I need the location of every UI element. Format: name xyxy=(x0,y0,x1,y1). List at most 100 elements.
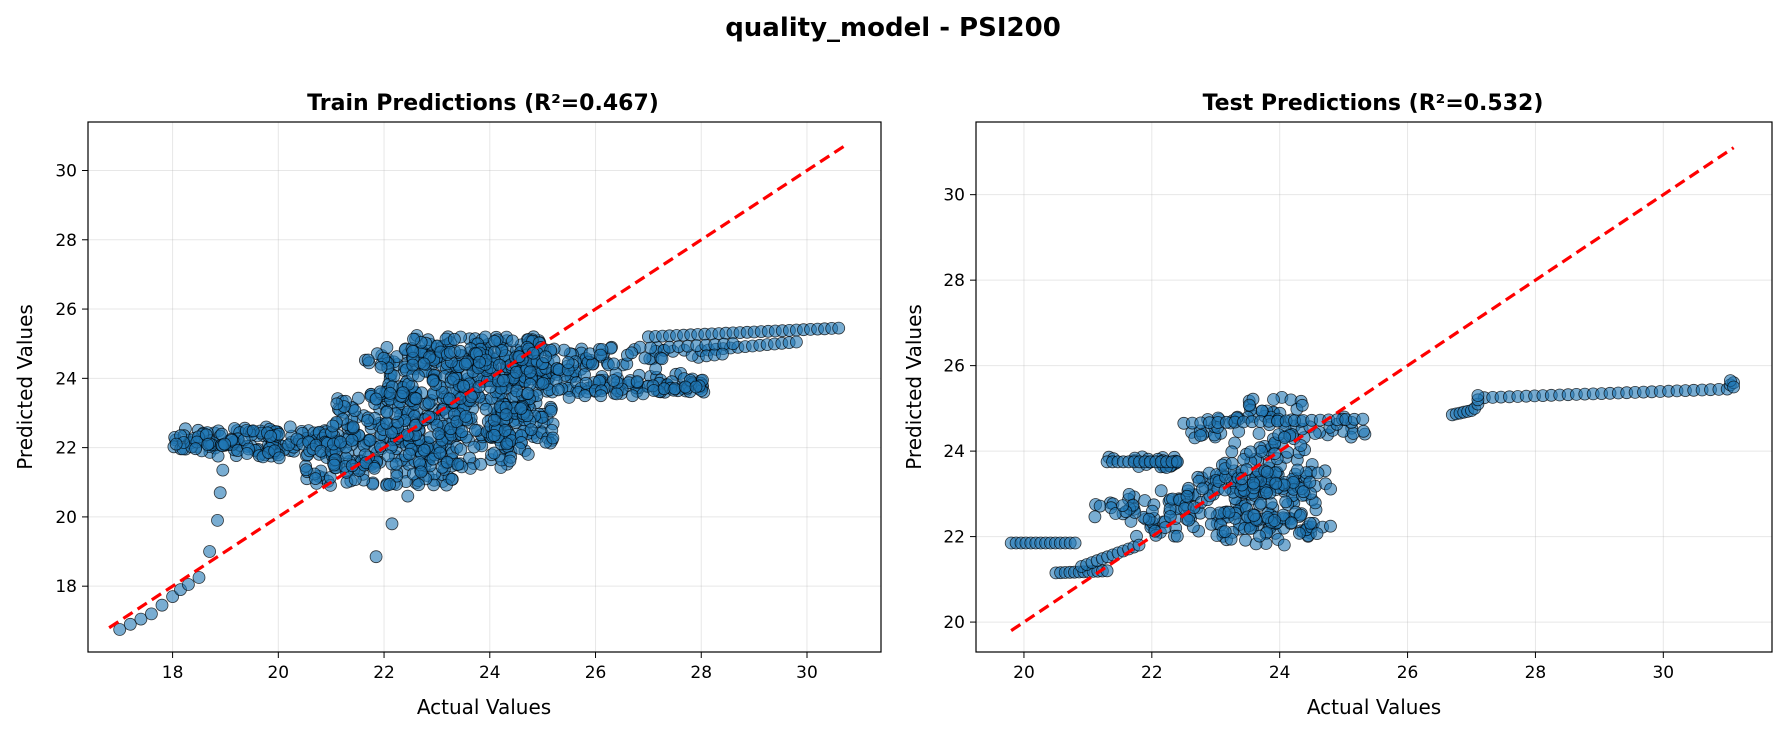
train-data-point xyxy=(467,440,481,454)
train-data-point xyxy=(369,550,383,564)
train-data-point xyxy=(218,437,232,451)
test-x-tick-label: 22 xyxy=(1141,663,1163,683)
train-data-point xyxy=(211,514,224,527)
test-data-point xyxy=(1260,486,1273,500)
train-data-point xyxy=(240,447,254,460)
test-data-point xyxy=(1068,536,1082,550)
train-data-point xyxy=(607,357,621,371)
test-data-point xyxy=(1116,499,1129,513)
train-x-tick-label: 18 xyxy=(162,663,184,683)
train-data-point xyxy=(113,623,127,636)
train-data-point xyxy=(513,441,526,455)
test-data-point xyxy=(1093,499,1107,513)
test-y-tick-label: 22 xyxy=(943,528,965,548)
train-data-point xyxy=(283,420,297,434)
train-data-point xyxy=(594,389,608,403)
train-data-point xyxy=(361,353,375,367)
train-data-point xyxy=(487,428,501,442)
train-x-tick-label: 28 xyxy=(690,663,712,683)
train-data-point xyxy=(544,404,558,418)
train-data-point xyxy=(644,341,657,355)
train-data-point xyxy=(523,365,537,379)
train-data-point xyxy=(406,344,420,358)
train-data-point xyxy=(417,357,431,371)
train-data-point xyxy=(453,344,467,358)
train-data-point xyxy=(458,357,472,371)
train-data-point xyxy=(201,438,215,451)
train-data-point xyxy=(546,431,560,445)
train-data-point xyxy=(348,404,362,418)
train-data-point xyxy=(406,358,420,372)
test-data-point xyxy=(1218,525,1232,538)
train-data-point xyxy=(473,355,486,369)
train-data-point xyxy=(726,337,740,351)
train-data-point xyxy=(309,472,322,486)
test-y-tick-label: 28 xyxy=(943,271,965,291)
train-data-point xyxy=(790,335,803,349)
test-data-point xyxy=(1311,466,1325,480)
test-data-point xyxy=(1203,506,1217,520)
test-data-point xyxy=(1279,495,1293,509)
test-data-point xyxy=(1324,482,1337,496)
train-x-tick-label: 30 xyxy=(796,663,818,683)
train-data-point xyxy=(346,420,360,434)
train-data-point xyxy=(380,340,394,354)
train-data-point xyxy=(385,517,399,531)
train-data-point xyxy=(487,446,501,460)
train-data-point xyxy=(380,416,393,430)
train-data-point xyxy=(636,387,650,401)
test-data-point xyxy=(1267,393,1280,406)
train-data-point xyxy=(412,478,426,492)
test-data-point xyxy=(1225,457,1239,470)
train-data-point xyxy=(524,423,538,437)
train-data-point xyxy=(345,433,359,447)
test-data-point xyxy=(1303,516,1317,530)
train-data-point xyxy=(155,598,169,612)
train-data-point xyxy=(134,612,148,626)
train-data-point xyxy=(169,437,183,451)
test-data-point xyxy=(1260,465,1274,479)
train-data-point xyxy=(625,346,638,360)
train-y-tick-label: 18 xyxy=(55,577,77,597)
test-data-point xyxy=(1171,455,1184,469)
train-data-point xyxy=(499,408,513,422)
train-data-point xyxy=(299,463,313,477)
test-x-tick-label: 30 xyxy=(1652,663,1674,683)
test-y-tick-label: 26 xyxy=(943,357,965,377)
train-data-point xyxy=(433,446,447,460)
train-data-point xyxy=(363,433,377,447)
test-data-point xyxy=(1291,463,1304,477)
test-data-point xyxy=(1253,529,1266,543)
test-plot-title: Test Predictions (R²=0.532) xyxy=(1203,91,1544,116)
test-x-tick-label: 26 xyxy=(1397,663,1419,683)
train-data-point xyxy=(189,442,203,456)
train-data-point xyxy=(334,435,347,449)
train-data-point xyxy=(626,389,639,403)
train-data-point xyxy=(539,350,552,364)
train-data-point xyxy=(521,386,535,400)
train-data-point xyxy=(492,358,506,372)
train-x-tick-label: 20 xyxy=(267,663,289,683)
test-data-point xyxy=(1239,533,1252,547)
train-data-point xyxy=(369,392,383,406)
train-x-tick-label: 26 xyxy=(585,663,607,683)
test-y-tick-label: 30 xyxy=(943,186,965,206)
train-data-point xyxy=(503,454,517,468)
train-data-point xyxy=(716,347,729,361)
test-plot-frame xyxy=(975,121,1773,653)
test-data-point xyxy=(1255,404,1269,418)
train-y-tick-label: 28 xyxy=(55,231,77,251)
test-data-point xyxy=(1278,431,1291,444)
test-data-point xyxy=(1170,529,1184,543)
train-data-point xyxy=(610,387,624,401)
test-data-point xyxy=(1285,516,1298,530)
train-data-point xyxy=(351,391,365,405)
train-data-point xyxy=(361,414,374,428)
test-data-point xyxy=(1295,398,1309,412)
test-data-point xyxy=(1727,380,1740,394)
train-data-point xyxy=(327,458,341,472)
train-data-point xyxy=(459,409,473,423)
train-data-point xyxy=(264,429,278,443)
train-data-point xyxy=(536,376,550,390)
